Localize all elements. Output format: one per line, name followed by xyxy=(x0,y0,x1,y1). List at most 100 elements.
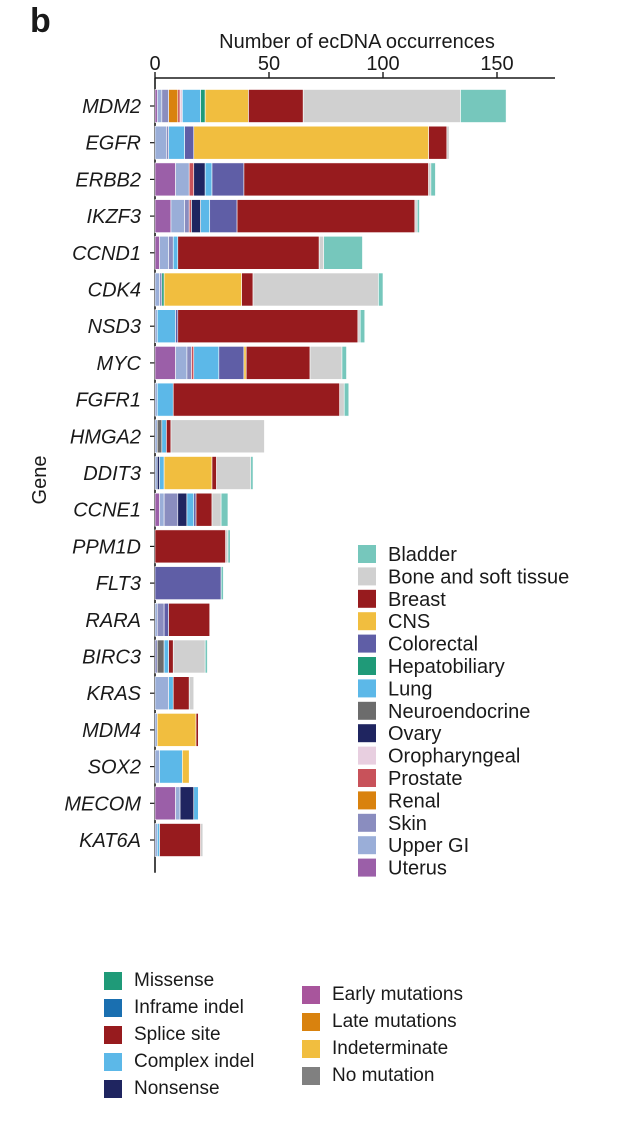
bar-segment xyxy=(378,272,384,307)
bar-segment xyxy=(154,199,172,233)
legend-label: Breast xyxy=(388,589,446,611)
bar-segment xyxy=(172,676,190,711)
mutation-legend-item: Indeterminate xyxy=(302,1035,463,1062)
legend-label: Oropharyngeal xyxy=(388,746,520,768)
bar-segment xyxy=(193,786,199,821)
bar-segment xyxy=(446,125,450,160)
bar-segment xyxy=(182,89,201,123)
bars xyxy=(154,89,507,857)
bar-segment xyxy=(168,676,174,711)
legend-swatch xyxy=(358,813,376,832)
y-axis: MDM2 EGFR ERBB2 IKZF3 CCND1 CDK4 NSD3 MYC FGFR1 H… xyxy=(64,78,156,873)
y-tick-label: FLT3 xyxy=(96,573,141,595)
y-tick-label: MDM2 xyxy=(82,96,141,118)
bar-segment xyxy=(343,382,350,417)
bar-segment xyxy=(156,382,174,417)
bar-segment xyxy=(154,529,226,564)
bar-segment xyxy=(166,125,169,160)
legend-label: Skin xyxy=(388,813,427,835)
bar-segment xyxy=(154,419,158,454)
bar-segment xyxy=(154,749,160,784)
bar-segment xyxy=(161,272,165,307)
legend-label: Prostate xyxy=(388,768,462,790)
legend-label: Neuroendocrine xyxy=(388,701,530,723)
y-tick-label: NSD3 xyxy=(88,316,141,338)
bar-segment xyxy=(175,309,179,344)
bar-segment xyxy=(184,125,195,160)
bar-segment xyxy=(243,346,247,380)
legend-label: Hepatobiliary xyxy=(388,656,505,678)
bar-segment xyxy=(154,309,158,344)
y-tick-label: FGFR1 xyxy=(75,390,141,412)
y-tick-label: MDM4 xyxy=(82,720,141,742)
legend-swatch xyxy=(358,724,376,743)
legend-label: Inframe indel xyxy=(134,996,244,1018)
bar-segment xyxy=(159,456,165,490)
bar-segment xyxy=(211,456,217,490)
legend-swatch xyxy=(104,1052,122,1071)
bar-segment xyxy=(302,89,461,123)
bar-segment xyxy=(163,456,213,490)
bar-segment xyxy=(359,309,366,344)
mutation-legend-item: Late mutations xyxy=(302,1008,463,1035)
bar-segment xyxy=(175,786,181,821)
bar-segment xyxy=(163,639,169,674)
bar-segment xyxy=(172,382,340,417)
bar-segment xyxy=(195,713,199,747)
bar-segment xyxy=(159,492,165,527)
legend-label: Early mutations xyxy=(332,983,463,1005)
bar-segment xyxy=(154,566,222,600)
bar-segment xyxy=(177,89,181,123)
bar-segment xyxy=(159,236,169,270)
bar-segment xyxy=(156,309,176,344)
bar-segment xyxy=(241,272,254,307)
bar-segment xyxy=(250,456,254,490)
mutation-legend-item: No mutation xyxy=(302,1062,463,1089)
legend-swatch xyxy=(302,1012,320,1031)
y-tick-label: CCND1 xyxy=(72,243,141,265)
bar-segment xyxy=(168,125,185,160)
y-axis-title: Gene xyxy=(29,456,51,505)
mutation-legend-item: Nonsense xyxy=(104,1075,254,1102)
bar-segment xyxy=(154,639,158,674)
bar-segment xyxy=(168,639,174,674)
legend-swatch xyxy=(358,791,376,810)
y-tick-label: BIRC3 xyxy=(82,647,141,669)
bar-segment xyxy=(156,823,160,857)
legend-label: Missense xyxy=(134,969,215,991)
bar-segment xyxy=(252,272,379,307)
bar-segment xyxy=(175,346,188,380)
legend-swatch xyxy=(104,1025,122,1044)
legend-label: Nonsense xyxy=(134,1077,220,1099)
bar-segment xyxy=(156,456,160,490)
bar-segment xyxy=(168,602,211,637)
bar-segment xyxy=(218,346,245,380)
legend-label: Late mutations xyxy=(332,1010,457,1032)
bar-segment xyxy=(200,823,204,857)
legend-label: Renal xyxy=(388,790,440,812)
bar-segment xyxy=(195,492,213,527)
bar-segment xyxy=(179,786,195,821)
bar-segment xyxy=(357,309,361,344)
bar-segment xyxy=(193,125,429,160)
y-tick-label: PPM1D xyxy=(72,536,141,558)
bar-segment xyxy=(154,382,158,417)
bar-segment xyxy=(182,749,190,784)
bar-segment xyxy=(172,639,206,674)
mutation-legend-item: Missense xyxy=(104,967,254,994)
bar-segment xyxy=(154,602,158,637)
bar-segment xyxy=(211,492,222,527)
legend-swatch xyxy=(358,746,376,765)
bar-segment xyxy=(245,346,311,380)
bar-segment xyxy=(339,382,345,417)
legend-label: Complex indel xyxy=(134,1050,255,1072)
bar-segment xyxy=(156,713,197,747)
legend-label: CNS xyxy=(388,611,430,633)
legend-label: Bladder xyxy=(388,544,457,566)
legend-label: Colorectal xyxy=(388,634,478,656)
y-tick-label: MECOM xyxy=(64,793,141,815)
bar-segment xyxy=(154,346,176,380)
bar-segment xyxy=(154,676,169,711)
legend-swatch xyxy=(104,998,122,1017)
panel-label: b xyxy=(30,2,51,40)
